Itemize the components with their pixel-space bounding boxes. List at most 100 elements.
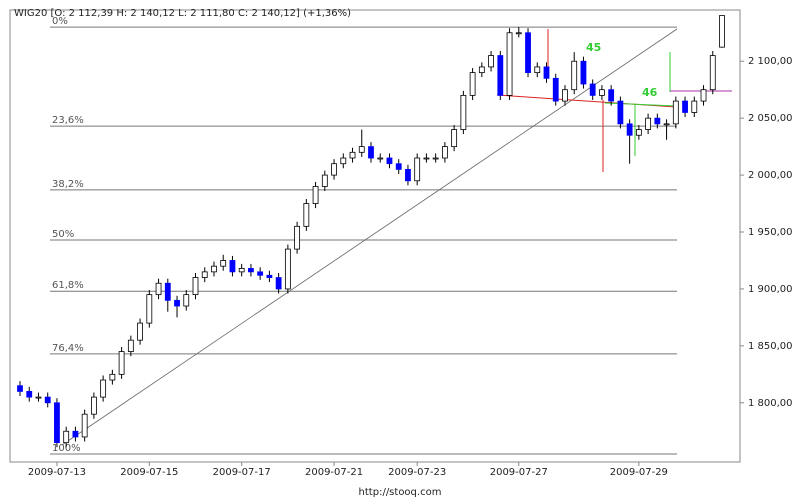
candle-body — [26, 391, 33, 398]
candle-body — [72, 430, 79, 438]
trend-line — [604, 102, 677, 107]
candle-body — [571, 60, 578, 91]
candle-body — [626, 123, 633, 136]
candle-body — [174, 299, 180, 307]
candle-body — [405, 168, 411, 182]
fib-label: 23,6% — [52, 115, 84, 126]
candle-body — [709, 55, 716, 91]
y-tick-label: 2 000,00 — [748, 170, 793, 181]
candle-body — [580, 60, 587, 85]
candle-body — [275, 277, 282, 290]
y-tick-label: 1 850,00 — [748, 341, 793, 352]
candle-body — [118, 351, 125, 375]
candle-body — [654, 117, 661, 125]
candle-body — [719, 15, 725, 48]
candle-body — [645, 117, 652, 130]
candle-body — [635, 129, 642, 136]
candle-body — [220, 260, 227, 267]
y-tick-label: 2 100,00 — [748, 56, 793, 67]
fib-label: 38,2% — [52, 179, 84, 190]
candle-body — [441, 146, 448, 159]
candle-body — [303, 203, 310, 227]
candle-body — [201, 271, 208, 278]
x-tick-label: 2009-07-23 — [388, 467, 446, 478]
candle-body — [321, 174, 328, 187]
candle-body — [488, 55, 494, 68]
candle-body — [368, 146, 374, 159]
candle-body — [211, 265, 217, 273]
plot-frame — [9, 9, 741, 463]
candle-body — [451, 129, 458, 148]
candle-body — [284, 248, 291, 290]
candle-body — [312, 186, 319, 204]
candle-body — [552, 77, 559, 102]
y-tick-label: 2 050,00 — [748, 113, 793, 124]
candle-body — [257, 271, 264, 276]
candle-body — [146, 294, 153, 324]
y-tick-label: 1 800,00 — [748, 398, 793, 409]
candle-body — [164, 282, 171, 301]
candle-body — [460, 94, 467, 130]
candle-body — [534, 66, 541, 74]
candle-body — [700, 89, 707, 102]
candle-body — [81, 413, 88, 438]
candle-body — [691, 100, 698, 113]
candle-body — [183, 294, 190, 307]
candle-body — [663, 123, 670, 126]
fib-label: 61,8% — [52, 280, 84, 291]
source: http://stooq.com — [359, 487, 442, 498]
candle-body — [682, 100, 688, 113]
x-tick-label: 2009-07-17 — [213, 467, 271, 478]
candle-body — [192, 277, 199, 296]
candle-body — [395, 163, 402, 170]
x-tick-label: 2009-07-29 — [610, 467, 668, 478]
candle-body — [238, 268, 245, 273]
fib-label: 100% — [52, 443, 81, 454]
candle-body — [340, 157, 347, 165]
fib-layer: 0% 23,6% 38,2% 50% 61,8% 76,4% 100% — [50, 16, 677, 455]
candle-body — [54, 402, 60, 444]
candle-body — [63, 430, 70, 444]
x-tick-label: 2009-07-13 — [28, 467, 86, 478]
chart-title: WIG20 [O: 2 112,39 H: 2 140,12 L: 2 111,… — [14, 8, 351, 19]
x-tick-label: 2009-07-21 — [305, 467, 363, 478]
candle-body — [562, 89, 568, 102]
candle-body — [386, 157, 393, 165]
candle-body — [617, 100, 624, 125]
candle-body — [294, 225, 301, 250]
annotation: 45 — [586, 41, 601, 54]
trend-line — [61, 28, 678, 446]
candle-body — [155, 282, 162, 296]
candle-body — [469, 72, 476, 96]
fib-label: 0% — [52, 16, 68, 27]
candle-body — [589, 83, 596, 96]
candle-body — [17, 385, 23, 392]
candle-body — [137, 322, 143, 341]
candle-body — [478, 66, 485, 74]
candle-body — [331, 163, 337, 176]
candle-body — [432, 157, 439, 160]
candle-body — [525, 32, 531, 74]
fib-label: 76,4% — [52, 343, 84, 354]
candles — [17, 15, 725, 448]
candle-body — [377, 157, 384, 160]
candle-body — [497, 55, 504, 96]
candle-body — [35, 396, 42, 399]
x-tick-label: 2009-07-15 — [120, 467, 178, 478]
candle-body — [515, 32, 522, 35]
candle-body — [127, 339, 134, 352]
candle-body — [672, 100, 679, 125]
candle-body — [109, 373, 116, 381]
candle-body — [229, 260, 236, 273]
candle-body — [599, 89, 605, 96]
candle-body — [506, 32, 513, 96]
y-tick-label: 1 950,00 — [748, 227, 793, 238]
candle-body — [44, 396, 51, 404]
candle-body — [90, 396, 97, 415]
candle-body — [423, 157, 430, 160]
candle-body — [248, 268, 254, 273]
candle-body — [358, 146, 365, 153]
candle-body — [608, 89, 615, 102]
annotation: 46 — [642, 86, 658, 99]
